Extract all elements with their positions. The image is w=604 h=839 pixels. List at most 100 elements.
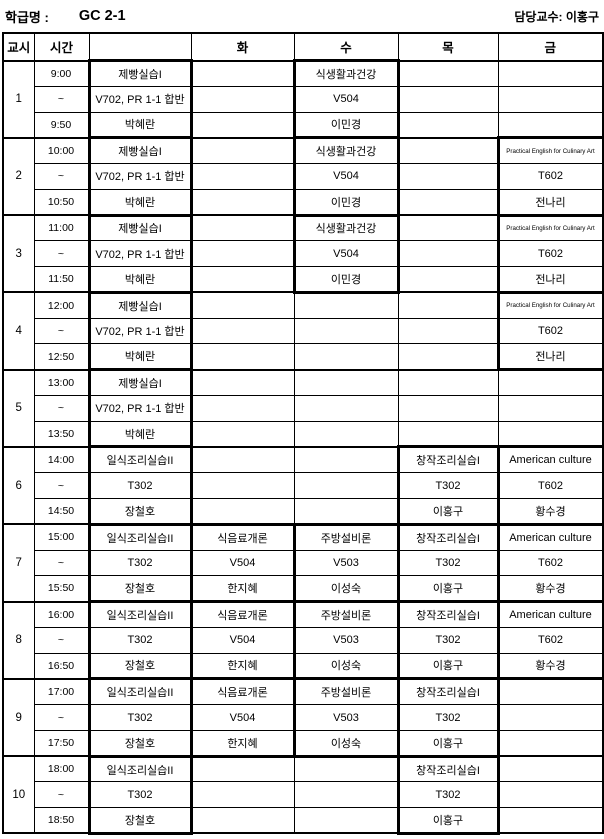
cell-p8-wed-room: V503 xyxy=(292,626,400,654)
cell-p3-mon-subject: 제빵실습I xyxy=(87,213,193,242)
period-number-5: 5 xyxy=(2,368,35,448)
cell-p5-thu-teacher xyxy=(397,420,499,448)
cell-p5-fri-subject xyxy=(497,368,604,396)
time-p2-end: 10:50 xyxy=(33,188,90,216)
cell-p5-thu-subject xyxy=(397,368,499,396)
cell-p9-thu-room: T302 xyxy=(396,704,500,731)
cell-p8-thu-subject: 창작조리실습I xyxy=(396,600,500,628)
time-p4-start: 12:00 xyxy=(33,291,90,319)
period-number-2: 2 xyxy=(2,136,35,216)
time-p1-end: 9:50 xyxy=(33,111,90,139)
period-number-6: 6 xyxy=(2,445,35,525)
time-p7-tilde: ~ xyxy=(33,549,90,577)
time-p1-tilde: ~ xyxy=(33,85,90,113)
time-p5-end: 13:50 xyxy=(33,420,90,448)
cell-p8-tue-teacher: 한지혜 xyxy=(189,652,296,681)
time-p8-start: 16:00 xyxy=(33,600,90,628)
time-p9-start: 17:00 xyxy=(33,677,90,706)
cell-p2-wed-teacher: 이민경 xyxy=(292,188,400,217)
cell-p6-thu-subject: 창작조리실습I xyxy=(396,445,500,474)
time-p3-tilde: ~ xyxy=(33,240,90,268)
cell-p1-fri-teacher xyxy=(497,111,604,139)
cell-p6-mon-room: T302 xyxy=(87,472,193,500)
cell-p9-wed-subject: 주방설비론 xyxy=(292,677,400,706)
cell-p5-wed-teacher xyxy=(293,420,399,448)
cell-p3-fri-teacher: 전나리 xyxy=(496,266,604,294)
time-p6-tilde: ~ xyxy=(33,472,90,500)
cell-p7-mon-room: T302 xyxy=(87,549,193,577)
cell-p4-thu-subject xyxy=(397,291,499,319)
cell-p8-wed-teacher: 이성숙 xyxy=(292,652,400,681)
cell-p1-mon-teacher: 박혜란 xyxy=(87,111,193,140)
cell-p3-thu-teacher xyxy=(397,266,499,293)
time-p3-start: 11:00 xyxy=(33,214,90,242)
cell-p4-mon-teacher: 박혜란 xyxy=(87,343,193,372)
time-p3-end: 11:50 xyxy=(33,266,90,293)
cell-p10-mon-teacher: 장철호 xyxy=(87,807,193,835)
cell-p3-tue-teacher xyxy=(190,266,295,293)
time-p7-end: 15:50 xyxy=(33,575,90,603)
cell-p6-wed-teacher xyxy=(293,498,399,525)
period-number-1: 1 xyxy=(2,59,35,139)
timetable-header: 교시 시간 화 수 목 금 xyxy=(2,32,604,62)
cell-p7-wed-subject: 주방설비론 xyxy=(292,522,400,551)
cell-p6-fri-teacher: 황수경 xyxy=(496,498,604,526)
cell-p5-wed-subject xyxy=(293,368,399,396)
cell-p5-tue-teacher xyxy=(190,420,295,448)
cell-p3-tue-room xyxy=(190,240,295,268)
cell-p9-fri-room xyxy=(497,704,604,731)
cell-p8-fri-room: T602 xyxy=(496,626,604,654)
cell-p5-fri-teacher xyxy=(497,420,604,448)
cell-p4-fri-teacher: 전나리 xyxy=(496,343,604,372)
cell-p1-thu-subject xyxy=(397,59,499,87)
cell-p5-mon-room: V702, PR 1-1 합반 xyxy=(87,394,193,422)
cell-p6-fri-room: T602 xyxy=(496,472,604,500)
cell-p2-tue-subject xyxy=(190,136,295,165)
cell-p2-fri-room: T602 xyxy=(496,163,604,190)
cell-p8-thu-room: T302 xyxy=(396,626,500,654)
cell-p6-tue-room xyxy=(190,472,295,500)
time-p4-tilde: ~ xyxy=(33,317,90,345)
cell-p1-mon-room: V702, PR 1-1 합반 xyxy=(87,85,193,113)
cell-p10-thu-room: T302 xyxy=(396,781,500,809)
timetable: 교시 시간 화 수 목 금 1 9:00 제빵실습I 식생활과건강 ~ V702, PR … xyxy=(2,32,604,835)
time-p1-start: 9:00 xyxy=(33,59,90,87)
cell-p1-wed-teacher: 이민경 xyxy=(292,111,400,140)
cell-p5-wed-room xyxy=(293,394,399,422)
cell-p5-mon-subject: 제빵실습I xyxy=(87,368,193,396)
cell-p6-tue-subject xyxy=(190,445,295,474)
cell-p6-wed-subject xyxy=(293,445,399,474)
cell-p6-thu-room: T302 xyxy=(396,472,500,500)
period-number-8: 8 xyxy=(2,600,35,680)
cell-p10-fri-subject xyxy=(497,755,604,783)
cell-p10-thu-subject: 창작조리실습I xyxy=(396,754,500,783)
cell-p8-tue-room: V504 xyxy=(189,626,296,654)
time-p8-end: 16:50 xyxy=(33,652,90,680)
professor-label: 담당교수: 이홍구 xyxy=(514,9,599,24)
cell-p7-fri-teacher: 황수경 xyxy=(496,575,604,604)
period-number-10: 10 xyxy=(2,755,35,834)
period-number-9: 9 xyxy=(2,677,35,757)
time-p6-end: 14:50 xyxy=(33,498,90,525)
cell-p6-mon-teacher: 장철호 xyxy=(87,498,193,526)
cell-p7-wed-room: V503 xyxy=(292,549,400,577)
cell-p8-wed-subject: 주방설비론 xyxy=(292,600,400,628)
cell-p5-tue-subject xyxy=(190,368,295,396)
cell-p2-tue-room xyxy=(190,163,295,190)
col-header-wed: 수 xyxy=(293,32,399,62)
cell-p1-fri-room xyxy=(497,85,604,113)
cell-p3-wed-subject: 식생활과건강 xyxy=(292,213,400,242)
cell-p1-thu-room xyxy=(397,85,499,113)
time-p6-start: 14:00 xyxy=(33,445,90,474)
cell-p8-thu-teacher: 이홍구 xyxy=(396,652,500,681)
cell-p6-tue-teacher xyxy=(190,498,295,525)
cell-p10-wed-subject xyxy=(293,755,399,783)
cell-p9-tue-subject: 식음료개론 xyxy=(189,677,296,706)
col-header-thu: 목 xyxy=(397,32,499,62)
title-bar: 학급명 : GC 2-1 담당교수: 이홍구 xyxy=(2,0,602,32)
cell-p9-tue-room: V504 xyxy=(189,704,296,731)
cell-p8-fri-subject: American culture xyxy=(496,600,604,628)
cell-p1-tue-teacher xyxy=(190,111,295,139)
cell-p10-wed-teacher xyxy=(293,807,399,834)
